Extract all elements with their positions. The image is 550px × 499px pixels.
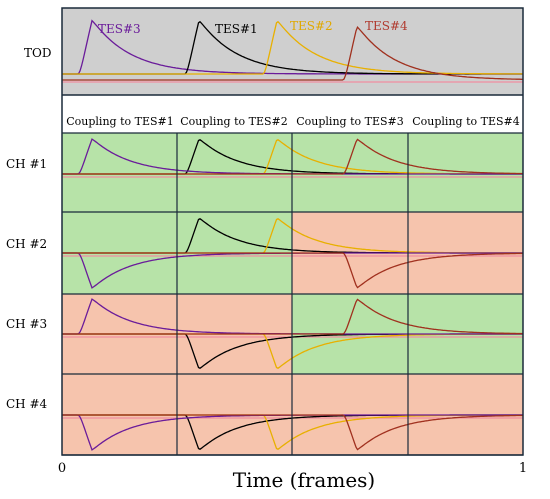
cell-ch1-tes1 bbox=[62, 133, 177, 212]
coupling-header-2: Coupling to TES#2 bbox=[180, 115, 287, 128]
x-axis-label: Time (frames) bbox=[233, 468, 375, 492]
tod-trace-tes4 bbox=[62, 26, 523, 81]
tes-label-1: TES#1 bbox=[215, 22, 258, 36]
tod-trace-tes2 bbox=[62, 20, 523, 75]
x-tick-1: 1 bbox=[519, 461, 527, 476]
plot-frame bbox=[61, 7, 524, 456]
x-tick-0: 0 bbox=[58, 461, 66, 476]
channel-label-3: CH #3 bbox=[6, 317, 47, 331]
channel-label-4: CH #4 bbox=[6, 397, 48, 411]
tes-label-3: TES#3 bbox=[98, 22, 141, 36]
coupling-header-3: Coupling to TES#3 bbox=[296, 115, 403, 128]
channel-label-1: CH #1 bbox=[6, 157, 47, 171]
coupling-header-4: Coupling to TES#4 bbox=[412, 115, 519, 128]
channel-label-2: CH #2 bbox=[6, 237, 47, 251]
tod-label: TOD bbox=[24, 46, 51, 60]
tes-label-2: TES#2 bbox=[290, 19, 333, 33]
tes-label-4: TES#4 bbox=[365, 19, 408, 33]
coupling-header-1: Coupling to TES#1 bbox=[66, 115, 173, 128]
header-band bbox=[62, 95, 523, 133]
